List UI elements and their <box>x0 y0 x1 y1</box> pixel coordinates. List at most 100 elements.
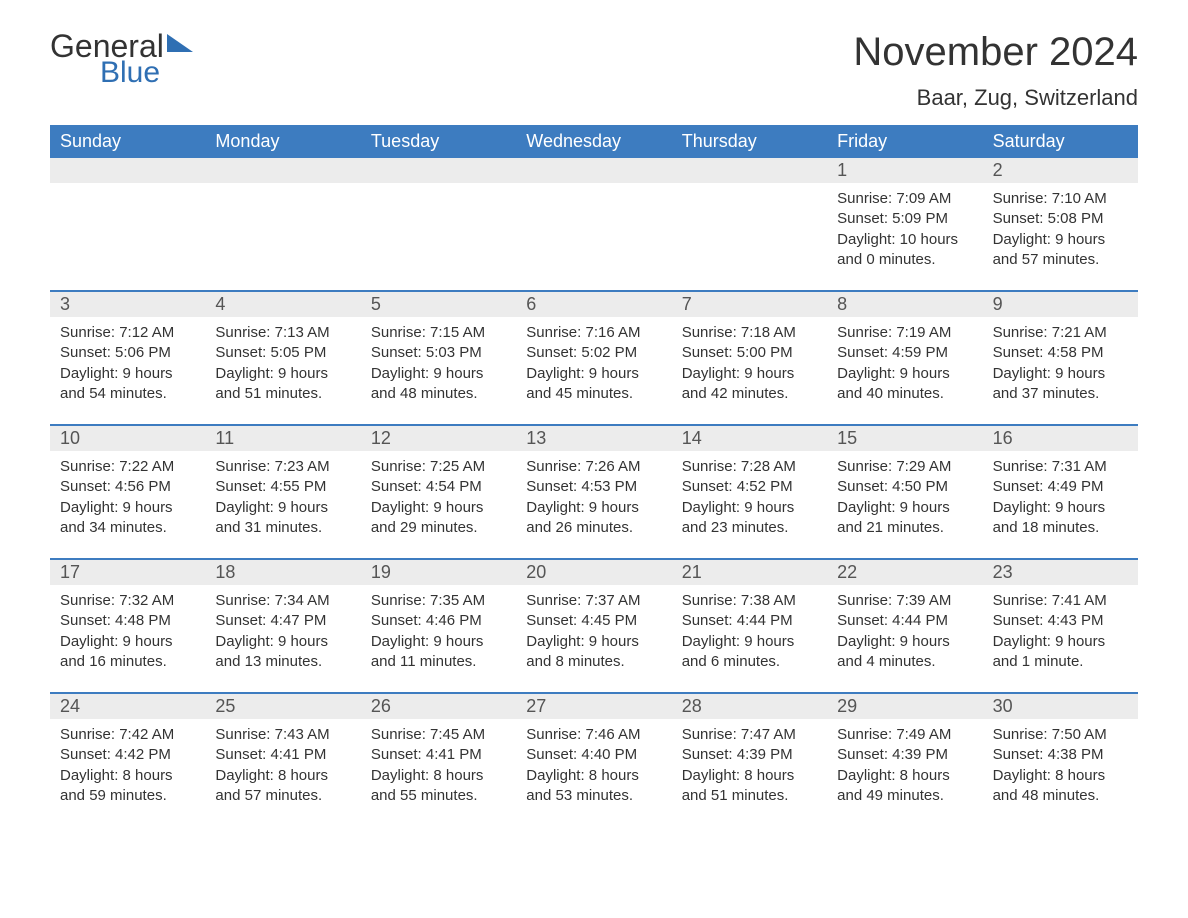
daylight-text-2: and 40 minutes. <box>837 384 972 404</box>
daylight-text-2: and 51 minutes. <box>215 384 350 404</box>
sunset-text: Sunset: 5:08 PM <box>993 209 1128 229</box>
day-number: 30 <box>983 694 1138 719</box>
day-cell: Sunrise: 7:26 AMSunset: 4:53 PMDaylight:… <box>516 451 671 544</box>
daylight-text-1: Daylight: 9 hours <box>993 364 1128 384</box>
sunrise-text: Sunrise: 7:31 AM <box>993 457 1128 477</box>
day-cell: Sunrise: 7:13 AMSunset: 5:05 PMDaylight:… <box>205 317 360 410</box>
day-cell <box>205 183 360 276</box>
daylight-text-1: Daylight: 9 hours <box>837 364 972 384</box>
daylight-text-1: Daylight: 9 hours <box>526 364 661 384</box>
day-cell: Sunrise: 7:09 AMSunset: 5:09 PMDaylight:… <box>827 183 982 276</box>
weeks-container: 12Sunrise: 7:09 AMSunset: 5:09 PMDayligh… <box>50 158 1138 812</box>
sunset-text: Sunset: 4:55 PM <box>215 477 350 497</box>
day-cell: Sunrise: 7:29 AMSunset: 4:50 PMDaylight:… <box>827 451 982 544</box>
sunrise-text: Sunrise: 7:49 AM <box>837 725 972 745</box>
sunrise-text: Sunrise: 7:18 AM <box>682 323 817 343</box>
daynum-band: 12 <box>50 158 1138 183</box>
weekday-label: Tuesday <box>361 125 516 158</box>
daylight-text-1: Daylight: 9 hours <box>215 364 350 384</box>
sunrise-text: Sunrise: 7:42 AM <box>60 725 195 745</box>
day-number: 5 <box>361 292 516 317</box>
sunrise-text: Sunrise: 7:47 AM <box>682 725 817 745</box>
sunset-text: Sunset: 4:50 PM <box>837 477 972 497</box>
sunrise-text: Sunrise: 7:09 AM <box>837 189 972 209</box>
day-cell: Sunrise: 7:41 AMSunset: 4:43 PMDaylight:… <box>983 585 1138 678</box>
weekday-label: Wednesday <box>516 125 671 158</box>
day-cell <box>672 183 827 276</box>
day-number: 15 <box>827 426 982 451</box>
week-row: 17181920212223Sunrise: 7:32 AMSunset: 4:… <box>50 558 1138 678</box>
day-number: 13 <box>516 426 671 451</box>
day-number: 20 <box>516 560 671 585</box>
daylight-text-1: Daylight: 9 hours <box>837 498 972 518</box>
daylight-text-2: and 26 minutes. <box>526 518 661 538</box>
sunset-text: Sunset: 5:06 PM <box>60 343 195 363</box>
daylight-text-2: and 34 minutes. <box>60 518 195 538</box>
sunrise-text: Sunrise: 7:12 AM <box>60 323 195 343</box>
daylight-text-1: Daylight: 9 hours <box>526 498 661 518</box>
day-number: 11 <box>205 426 360 451</box>
week-row: 3456789Sunrise: 7:12 AMSunset: 5:06 PMDa… <box>50 290 1138 410</box>
daylight-text-1: Daylight: 8 hours <box>682 766 817 786</box>
daylight-text-2: and 13 minutes. <box>215 652 350 672</box>
sunset-text: Sunset: 4:53 PM <box>526 477 661 497</box>
sunrise-text: Sunrise: 7:34 AM <box>215 591 350 611</box>
day-cell: Sunrise: 7:25 AMSunset: 4:54 PMDaylight:… <box>361 451 516 544</box>
daylight-text-1: Daylight: 9 hours <box>526 632 661 652</box>
sunrise-text: Sunrise: 7:46 AM <box>526 725 661 745</box>
logo-word2: Blue <box>100 58 193 88</box>
day-cell: Sunrise: 7:43 AMSunset: 4:41 PMDaylight:… <box>205 719 360 812</box>
day-number: 2 <box>983 158 1138 183</box>
daylight-text-2: and 48 minutes. <box>371 384 506 404</box>
day-number: 14 <box>672 426 827 451</box>
sunset-text: Sunset: 4:54 PM <box>371 477 506 497</box>
day-number: 1 <box>827 158 982 183</box>
weekday-label: Friday <box>827 125 982 158</box>
day-cell: Sunrise: 7:28 AMSunset: 4:52 PMDaylight:… <box>672 451 827 544</box>
day-number: 10 <box>50 426 205 451</box>
sunset-text: Sunset: 4:59 PM <box>837 343 972 363</box>
sunrise-text: Sunrise: 7:50 AM <box>993 725 1128 745</box>
sunset-text: Sunset: 4:52 PM <box>682 477 817 497</box>
sunrise-text: Sunrise: 7:38 AM <box>682 591 817 611</box>
weekday-label: Thursday <box>672 125 827 158</box>
sunrise-text: Sunrise: 7:13 AM <box>215 323 350 343</box>
sunset-text: Sunset: 5:09 PM <box>837 209 972 229</box>
day-cell: Sunrise: 7:18 AMSunset: 5:00 PMDaylight:… <box>672 317 827 410</box>
day-cell: Sunrise: 7:46 AMSunset: 4:40 PMDaylight:… <box>516 719 671 812</box>
daylight-text-1: Daylight: 9 hours <box>682 632 817 652</box>
daylight-text-1: Daylight: 9 hours <box>215 632 350 652</box>
sunrise-text: Sunrise: 7:10 AM <box>993 189 1128 209</box>
daylight-text-1: Daylight: 8 hours <box>60 766 195 786</box>
daylight-text-1: Daylight: 10 hours <box>837 230 972 250</box>
sunrise-text: Sunrise: 7:21 AM <box>993 323 1128 343</box>
daylight-text-1: Daylight: 8 hours <box>526 766 661 786</box>
day-number: 6 <box>516 292 671 317</box>
daynum-band: 17181920212223 <box>50 560 1138 585</box>
day-number: 27 <box>516 694 671 719</box>
day-number: 8 <box>827 292 982 317</box>
daylight-text-2: and 23 minutes. <box>682 518 817 538</box>
daylight-text-1: Daylight: 9 hours <box>371 632 506 652</box>
day-cell: Sunrise: 7:10 AMSunset: 5:08 PMDaylight:… <box>983 183 1138 276</box>
day-cell: Sunrise: 7:39 AMSunset: 4:44 PMDaylight:… <box>827 585 982 678</box>
sunset-text: Sunset: 4:45 PM <box>526 611 661 631</box>
sunrise-text: Sunrise: 7:25 AM <box>371 457 506 477</box>
daylight-text-1: Daylight: 8 hours <box>837 766 972 786</box>
daylight-text-2: and 53 minutes. <box>526 786 661 806</box>
daylight-text-2: and 11 minutes. <box>371 652 506 672</box>
daynum-band: 3456789 <box>50 292 1138 317</box>
daylight-text-1: Daylight: 9 hours <box>682 498 817 518</box>
day-cell: Sunrise: 7:35 AMSunset: 4:46 PMDaylight:… <box>361 585 516 678</box>
weekday-label: Sunday <box>50 125 205 158</box>
sunset-text: Sunset: 5:02 PM <box>526 343 661 363</box>
day-number: 4 <box>205 292 360 317</box>
daylight-text-2: and 18 minutes. <box>993 518 1128 538</box>
sunrise-text: Sunrise: 7:35 AM <box>371 591 506 611</box>
daylight-text-1: Daylight: 9 hours <box>682 364 817 384</box>
daylight-text-1: Daylight: 9 hours <box>993 498 1128 518</box>
daylight-text-1: Daylight: 9 hours <box>993 230 1128 250</box>
day-number <box>50 158 205 183</box>
daynum-band: 24252627282930 <box>50 694 1138 719</box>
daylight-text-1: Daylight: 9 hours <box>60 364 195 384</box>
